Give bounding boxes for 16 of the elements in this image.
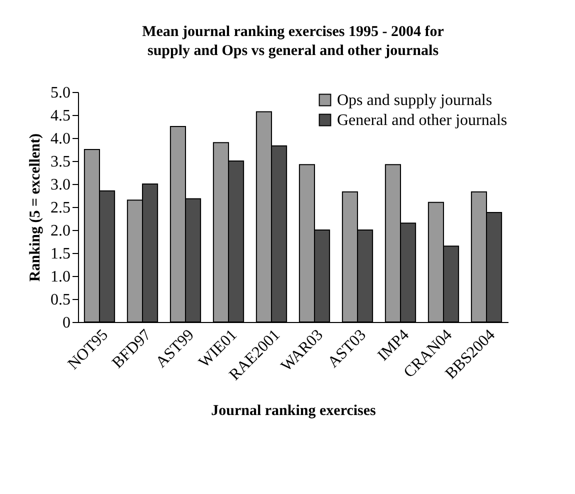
x-axis-title: Journal ranking exercises bbox=[211, 403, 376, 420]
y-tick-label: 4.0 bbox=[50, 130, 70, 148]
y-axis-title: Ranking (5 = excellent) bbox=[28, 133, 44, 282]
y-tick-label: 2.5 bbox=[50, 200, 70, 216]
legend-label: General and other journals bbox=[337, 112, 508, 129]
y-tick-label: 5.0 bbox=[50, 84, 70, 102]
y-tick-label: 0.5 bbox=[50, 292, 70, 308]
chart-title: Mean journal ranking exercises 1995 - 2004 for supply and Ops vs general and other journals bbox=[142, 24, 444, 59]
y-tick-label: 1.5 bbox=[50, 246, 70, 262]
y-tick-label: 3.5 bbox=[50, 154, 70, 170]
y-tick-label: 1.0 bbox=[50, 268, 70, 286]
y-tick-label: 4.5 bbox=[50, 108, 70, 124]
y-tick-label: 2.0 bbox=[50, 222, 70, 240]
y-tick-label: 3.0 bbox=[50, 176, 70, 194]
y-tick-label: 0 bbox=[62, 314, 70, 332]
legend-label: Ops and supply journals bbox=[337, 92, 492, 109]
